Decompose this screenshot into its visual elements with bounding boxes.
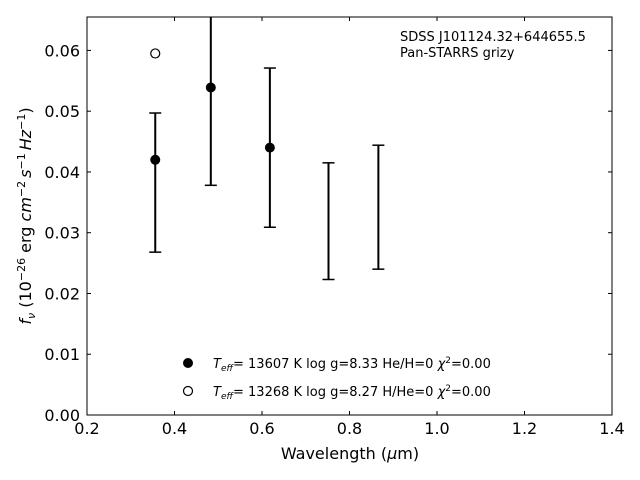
y-tick-label: 0.00 [44, 406, 80, 425]
legend-marker-filled [183, 358, 193, 368]
x-tick-label: 0.4 [162, 419, 187, 438]
y-tick-label: 0.03 [44, 224, 80, 243]
y-axis-label: fν (10−26 erg cm−2s−1Hz−1) [15, 107, 38, 324]
model-point-open [150, 48, 161, 59]
model-point-filled [264, 142, 275, 153]
error-bars [149, 17, 385, 281]
x-tick-label: 0.6 [249, 419, 274, 438]
legend-entry-1: Teff= 13607 K log g=8.33 He/H=0 χ2=0.00 [213, 356, 491, 374]
axis-ticks: 0.2 0.4 0.6 0.8 1.0 1.2 1.4 0.00 0.01 0.02 0.03 0.0… [44, 17, 625, 438]
legend-entry-2: Teff= 13268 K log g=8.27 H/He=0 χ2=0.00 [213, 384, 491, 402]
data-points [150, 48, 275, 165]
y-tick-label: 0.04 [44, 163, 80, 182]
plot-frame [86, 16, 613, 416]
x-tick-label: 1.0 [424, 419, 449, 438]
model-point-filled [205, 82, 216, 93]
x-tick-label: 1.4 [599, 419, 624, 438]
annotation-survey: Pan-STARRS grizy [400, 46, 515, 61]
y-tick-label: 0.01 [44, 345, 80, 364]
y-tick-label: 0.06 [44, 41, 80, 60]
y-tick-label: 0.05 [44, 102, 80, 121]
x-axis-label: Wavelength (μm) [281, 444, 419, 463]
x-tick-label: 1.2 [512, 419, 537, 438]
y-tick-label: 0.02 [44, 284, 80, 303]
legend-marker-open [182, 385, 194, 397]
annotation-object-name: SDSS J101124.32+644655.5 [400, 30, 586, 45]
x-tick-label: 0.2 [74, 419, 99, 438]
legend: Teff= 13607 K log g=8.33 He/H=0 χ2=0.00 … [182, 356, 491, 402]
x-tick-label: 0.8 [337, 419, 362, 438]
model-point-filled [150, 154, 161, 165]
